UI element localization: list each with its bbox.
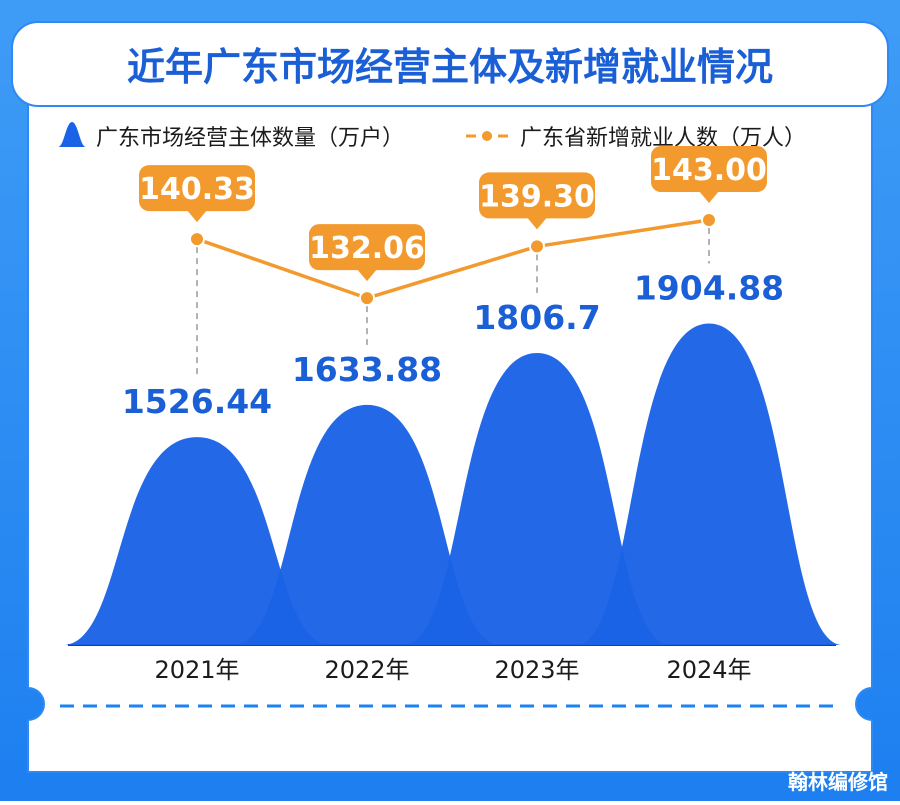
- line-series: [189, 212, 717, 307]
- title-box: [11, 21, 889, 107]
- line-label-2024: 143.00: [651, 146, 767, 203]
- area-peak-2024: [577, 323, 841, 645]
- line-point-2024: [701, 212, 717, 228]
- line-point-2021: [189, 231, 205, 248]
- x-tick-2022: 2022年: [324, 656, 409, 684]
- area-label-2022: 1633.88: [292, 350, 442, 389]
- area-label-2024: 1904.88: [634, 269, 784, 308]
- area-peak-2021: [65, 437, 329, 645]
- legend-label-area: 广东市场经营主体数量（万户）: [96, 126, 404, 151]
- svg-text:139.30: 139.30: [479, 179, 595, 214]
- svg-text:132.06: 132.06: [309, 231, 425, 266]
- area-series: [65, 323, 841, 645]
- chart-title: 近年广东市场经营主体及新增就业情况: [127, 45, 773, 89]
- svg-text:140.33: 140.33: [139, 172, 255, 207]
- x-tick-2021: 2021年: [154, 656, 239, 684]
- area-label-2021: 1526.44: [122, 382, 272, 421]
- line-label-2022: 132.06: [309, 224, 425, 282]
- line-point-2022: [359, 290, 375, 307]
- legend-line-marker: [482, 131, 492, 141]
- line-label-2023: 139.30: [479, 172, 595, 230]
- watermark: 翰林编修馆: [788, 770, 888, 794]
- line-label-2021: 140.33: [139, 165, 255, 223]
- connector-lines: [196, 228, 710, 378]
- legend-area-swatch: [58, 122, 86, 147]
- x-axis: 2021年 2022年 2023年 2024年: [154, 656, 751, 684]
- data-labels: 140.33 132.06 139.30 143.00 1526.44 1633.88 18…: [122, 146, 784, 421]
- line-path: [196, 218, 710, 300]
- area-peak-2022: [235, 404, 499, 645]
- area-peak-2023: [405, 352, 669, 645]
- line-point-2023: [529, 238, 545, 255]
- area-label-2023: 1806.7: [473, 298, 600, 337]
- svg-text:143.00: 143.00: [651, 153, 767, 188]
- x-tick-2024: 2024年: [666, 656, 751, 684]
- x-tick-2023: 2023年: [494, 656, 579, 684]
